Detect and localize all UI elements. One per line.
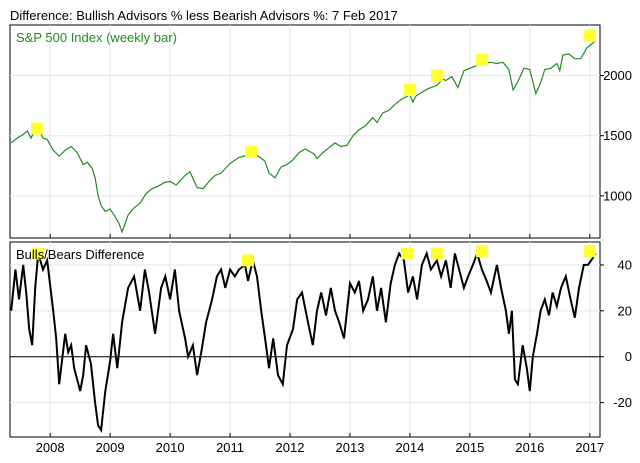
price-panel-grid	[10, 25, 600, 238]
price-panel-frame	[9, 24, 601, 239]
highlight-marker	[403, 83, 416, 96]
x-tick-label: 2008	[36, 440, 65, 455]
x-tick-label: 2015	[455, 440, 484, 455]
x-tick-label: 2009	[96, 440, 125, 455]
price-panel-label: S&P 500 Index (weekly bar)	[16, 30, 177, 45]
chart-title: Difference: Bullish Advisors % less Bear…	[10, 8, 398, 23]
x-tick-label: 2013	[336, 440, 365, 455]
x-tick-label: 2014	[395, 440, 424, 455]
diff-y-ticks: 40 20 0 -20	[600, 257, 632, 410]
highlight-marker	[475, 245, 488, 258]
highlight-marker	[32, 247, 45, 260]
diff-panel-label: Bulls/Bears Difference	[16, 247, 144, 262]
highlight-marker	[430, 247, 443, 260]
x-tick-label: 2011	[216, 440, 244, 455]
y-tick-label: 1500	[603, 128, 632, 143]
diff-series-line	[10, 250, 597, 433]
y-tick-label: 40	[618, 257, 632, 272]
x-tick-label: 2016	[515, 440, 544, 455]
y-tick-label: 2000	[603, 68, 632, 83]
x-tick-label: 2017	[575, 440, 604, 455]
y-tick-label: 1000	[603, 188, 632, 203]
price-panel: S&P 500 Index (weekly bar) 2000 1500 1000	[9, 24, 632, 239]
diff-panel-frame	[9, 241, 601, 438]
diff-panel: Bulls/Bears Difference 40 20 0 -20	[9, 241, 632, 438]
highlight-marker	[475, 53, 488, 66]
highlight-marker	[400, 247, 413, 260]
highlight-marker	[583, 245, 596, 258]
price-highlights	[30, 29, 596, 158]
highlight-marker	[245, 145, 258, 158]
x-tick-label: 2010	[156, 440, 185, 455]
x-ticks: 2008 2009 2010 2011 2012 2013 2014 2015 2016 2017	[36, 440, 605, 455]
diff-panel-grid	[10, 242, 600, 437]
y-tick-label: 20	[618, 303, 632, 318]
diff-highlights	[32, 245, 596, 267]
highlight-marker	[30, 122, 43, 135]
highlight-marker	[583, 29, 596, 42]
y-tick-label: -20	[613, 395, 632, 410]
price-y-ticks: 2000 1500 1000	[600, 68, 632, 203]
highlight-marker	[242, 254, 255, 267]
x-tick-label: 2012	[276, 440, 305, 455]
y-tick-label: 0	[625, 349, 632, 364]
price-series-line	[10, 40, 597, 234]
highlight-marker	[430, 69, 443, 82]
